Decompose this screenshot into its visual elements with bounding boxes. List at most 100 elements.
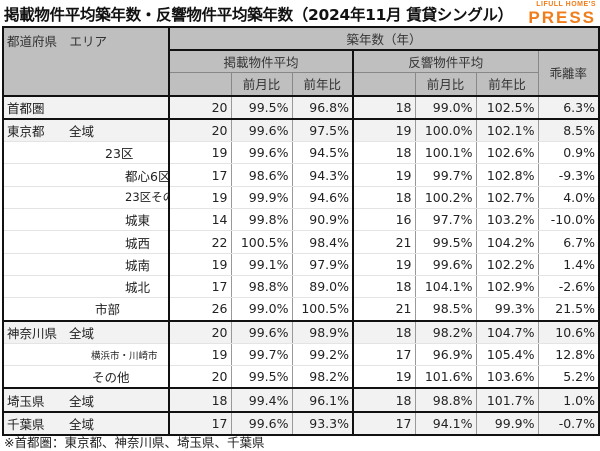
- listed-mom: 99.8%: [230, 208, 293, 232]
- resp-yoy: 102.2%: [475, 253, 539, 276]
- pref-name: 首都圏: [7, 100, 45, 116]
- header-building-age: 築年数（年）: [168, 26, 600, 51]
- resp-age: 18: [352, 387, 416, 413]
- listed-age: 19: [168, 186, 232, 210]
- header-listed-yoy: 前年比: [291, 72, 354, 97]
- listed-age: 22: [168, 230, 232, 254]
- lifull-homes-press-logo: LIFULL HOME'S PRESS: [528, 1, 596, 26]
- resp-yoy: 102.1%: [475, 117, 539, 143]
- resp-mom: 101.6%: [414, 365, 477, 389]
- area-name: 23区: [105, 146, 134, 162]
- area-name: 全域: [69, 393, 95, 409]
- listed-yoy: 98.2%: [291, 365, 354, 389]
- header-listed-avg: 掲載物件平均: [168, 49, 354, 74]
- resp-age: 19: [352, 253, 416, 276]
- header-listed-blank: [168, 72, 232, 97]
- area-cell: 千葉県 全域: [2, 410, 170, 437]
- table-row: 市部 26 99.0% 100.5% 21 98.5% 99.3% 21.5%: [2, 297, 600, 322]
- gap-rate: 6.3%: [537, 94, 600, 120]
- pref-name: 千葉県: [7, 416, 45, 432]
- area-cell: 23区その他: [2, 186, 170, 210]
- resp-yoy: 103.6%: [475, 365, 539, 389]
- gap-rate: 4.0%: [537, 186, 600, 210]
- resp-age: 19: [352, 365, 416, 389]
- resp-yoy: 101.7%: [475, 387, 539, 413]
- resp-age: 19: [352, 117, 416, 143]
- resp-mom: 98.5%: [414, 297, 477, 322]
- area-name: 全域: [69, 416, 95, 432]
- resp-mom: 104.1%: [414, 275, 477, 299]
- resp-age: 18: [352, 275, 416, 299]
- area-name: 城南: [125, 257, 151, 273]
- area-name: 全域: [69, 124, 95, 140]
- listed-mom: 99.6%: [230, 319, 293, 344]
- resp-mom: 99.6%: [414, 253, 477, 276]
- listed-yoy: 89.0%: [291, 275, 354, 299]
- resp-yoy: 104.2%: [475, 230, 539, 254]
- table-row: その他 20 99.5% 98.2% 19 101.6% 103.6% 5.2%: [2, 365, 600, 389]
- gap-rate: 0.9%: [537, 141, 600, 165]
- gap-rate: -2.6%: [537, 275, 600, 299]
- resp-age: 18: [352, 94, 416, 120]
- area-cell: その他: [2, 365, 170, 389]
- area-cell: 城南: [2, 253, 170, 276]
- listed-age: 20: [168, 117, 232, 143]
- listed-age: 19: [168, 253, 232, 276]
- listed-yoy: 96.8%: [291, 94, 354, 120]
- resp-age: 17: [352, 343, 416, 367]
- listed-mom: 99.9%: [230, 186, 293, 210]
- listed-yoy: 94.3%: [291, 163, 354, 187]
- header-response-mom: 前月比: [414, 72, 477, 97]
- footnote: ※首都圏：東京都、神奈川県、埼玉県、千葉県: [4, 435, 265, 450]
- listed-yoy: 94.6%: [291, 186, 354, 210]
- gap-rate: 10.6%: [537, 319, 600, 344]
- resp-mom: 94.1%: [414, 410, 477, 437]
- pref-name: 東京都: [7, 124, 45, 140]
- resp-age: 21: [352, 230, 416, 254]
- table-row: 23区その他 19 99.9% 94.6% 18 100.2% 102.7% 4…: [2, 186, 600, 210]
- area-name: 市部: [95, 302, 121, 318]
- resp-mom: 97.7%: [414, 208, 477, 232]
- listed-yoy: 97.9%: [291, 253, 354, 276]
- listed-age: 20: [168, 319, 232, 344]
- listed-age: 26: [168, 297, 232, 322]
- listed-yoy: 94.5%: [291, 141, 354, 165]
- resp-age: 17: [352, 410, 416, 437]
- resp-mom: 98.8%: [414, 387, 477, 413]
- header-response-yoy: 前年比: [475, 72, 539, 97]
- resp-yoy: 102.9%: [475, 275, 539, 299]
- listed-age: 17: [168, 163, 232, 187]
- table-row: 千葉県 全域 17 99.6% 93.3% 17 94.1% 99.9% -0.7…: [2, 410, 600, 437]
- table-row: 横浜市・川崎市 19 99.7% 99.2% 17 96.9% 105.4% 1…: [2, 343, 600, 367]
- resp-mom: 99.5%: [414, 230, 477, 254]
- gap-rate: 5.2%: [537, 365, 600, 389]
- resp-yoy: 99.3%: [475, 297, 539, 322]
- gap-rate: -10.0%: [537, 208, 600, 232]
- listed-mom: 99.1%: [230, 253, 293, 276]
- area-cell: 神奈川県 全域: [2, 319, 170, 344]
- listed-age: 19: [168, 141, 232, 165]
- table-row: 城東 14 99.8% 90.9% 16 97.7% 103.2% -10.0%: [2, 208, 600, 232]
- pref-name: 神奈川県: [7, 325, 58, 341]
- resp-mom: 99.0%: [414, 94, 477, 120]
- listed-mom: 99.5%: [230, 94, 293, 120]
- area-cell: 城東: [2, 208, 170, 232]
- resp-yoy: 99.9%: [475, 410, 539, 437]
- gap-rate: 8.5%: [537, 117, 600, 143]
- listed-yoy: 93.3%: [291, 410, 354, 437]
- resp-age: 18: [352, 319, 416, 344]
- resp-age: 16: [352, 208, 416, 232]
- resp-mom: 96.9%: [414, 343, 477, 367]
- listed-mom: 99.0%: [230, 297, 293, 322]
- header-response-blank: [352, 72, 416, 97]
- resp-yoy: 102.5%: [475, 94, 539, 120]
- area-cell: 23区: [2, 141, 170, 165]
- table-row: 埼玉県 全域 18 99.4% 96.1% 18 98.8% 101.7% 1.0…: [2, 387, 600, 413]
- table-row: 23区 19 99.6% 94.5% 18 100.1% 102.6% 0.9%: [2, 141, 600, 165]
- listed-yoy: 98.4%: [291, 230, 354, 254]
- resp-mom: 100.1%: [414, 141, 477, 165]
- listed-mom: 99.7%: [230, 343, 293, 367]
- logo-top-text: LIFULL HOME'S: [536, 1, 596, 8]
- area-name: 全域: [69, 325, 95, 341]
- table-row: 都心6区 17 98.6% 94.3% 19 99.7% 102.8% -9.3…: [2, 163, 600, 187]
